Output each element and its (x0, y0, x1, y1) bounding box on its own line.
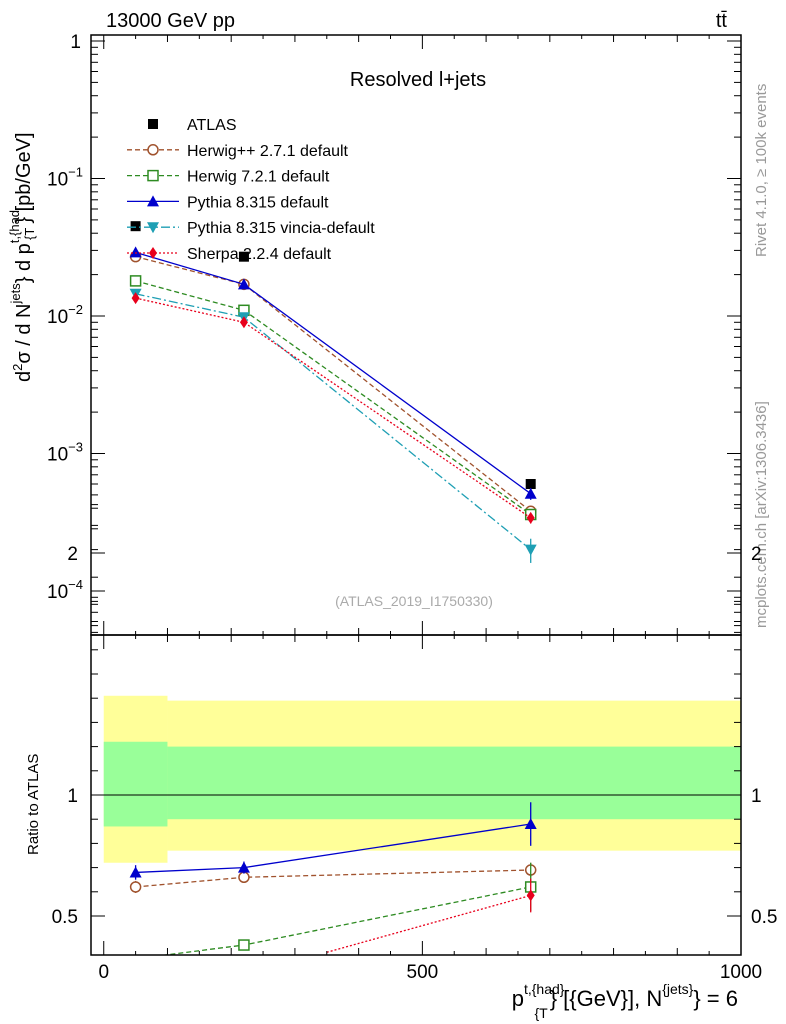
ratio-x-tick-label: 1000 (720, 962, 762, 983)
main-y-tick-label: 10−1 (47, 165, 83, 191)
ratio-point-herwigpp (238, 871, 250, 884)
ylabel-dp: } d p (13, 243, 35, 283)
point-sherpa (239, 316, 248, 329)
main-panel: Resolved l+jets (ATLAS_2019_I1750330) 10… (7, 32, 742, 636)
legend-marker-herwig7 (147, 169, 159, 182)
ratio-line-sherpa (326, 894, 531, 953)
ratio-y-tick-label-right: 2 (751, 544, 762, 565)
legend-marker-herwigpp (147, 144, 159, 156)
point-data (238, 251, 249, 262)
main-y-tick-label: 10−3 (47, 440, 83, 466)
main-y-tick-label: 10−4 (47, 577, 83, 603)
process-label: tt̄ (716, 10, 728, 32)
series-line-sherpa (135, 297, 532, 519)
ratio-point-sherpa (526, 889, 535, 902)
ratio-x-axis-label: pt,{had} {T} [{GeV}], N{jets}} = 6 (512, 981, 738, 1021)
ratio-point-pythia (524, 818, 537, 830)
main-y-tick-exp: −1 (68, 165, 83, 180)
ratio-y-tick-label: 0.5 (52, 907, 78, 928)
ratio-series (129, 802, 537, 955)
ratio-point-herwig7 (238, 939, 250, 951)
main-y-tick-base: 10 (47, 307, 68, 328)
rivet-version-label: Rivet 4.1.0, ≥ 100k events (753, 84, 770, 257)
point-sherpa (131, 292, 140, 305)
ratio-x-tick-label: 0 (98, 962, 109, 983)
ratio-y-axis: 0.5 0.5 1 1 2 2 (52, 504, 777, 928)
ratio-y-axis-label: Ratio to ATLAS (25, 754, 42, 855)
legend-label-data: ATLAS (187, 117, 237, 134)
ratio-line-herwigpp (135, 869, 531, 888)
ylabel-sub-T: {T (22, 228, 37, 240)
ratio-point-herwigpp (129, 881, 142, 893)
ratio-x-tick-label: 500 (407, 962, 439, 983)
legend-label-pythia: Pythia 8.315 default (187, 194, 329, 211)
ylabel-sup-jets: jets (8, 283, 23, 305)
point-pythia (524, 487, 537, 499)
point-herwig7 (129, 275, 142, 287)
legend-marker-data (148, 119, 158, 129)
ratio-point-pythia (129, 866, 142, 878)
xlabel-unit: } [{GeV}], N (550, 986, 663, 1011)
ratio-panel: 0.5 0.5 1 1 2 2 0 500 1000 Ratio to ATLAS pt,{h… (25, 504, 777, 1021)
legend-label-vincia: Pythia 8.315 vincia-default (187, 220, 375, 237)
main-y-tick-label: 1 (70, 32, 81, 53)
xlabel-sup-had: t,{had} (524, 981, 565, 997)
ylabel-sigma: σ / d N (13, 304, 35, 364)
legend-label-herwig7: Herwig 7.2.1 default (187, 169, 330, 186)
ylabel-d: d (13, 371, 35, 382)
xlabel-sup-jets: {jets} (662, 981, 693, 997)
main-y-axis-label: d2σ / d Njets} d pt,{had{T } [pb/GeV] (7, 132, 37, 382)
main-y-tick-label: 10−2 (47, 302, 83, 328)
xlabel-eq: } = 6 (693, 986, 738, 1011)
point-sherpa (526, 511, 535, 524)
main-y-tick-exp: −3 (68, 440, 83, 455)
xlabel-p: p (512, 986, 524, 1011)
main-y-tick-exp: −2 (68, 302, 83, 317)
main-series (129, 221, 537, 563)
legend-label-sherpa: Sherpa 2.2.4 default (187, 246, 332, 263)
ylabel-sup-2: 2 (10, 364, 25, 371)
collision-label: 13000 GeV pp (106, 10, 235, 32)
legend-label-herwigpp: Herwig++ 2.7.1 default (187, 143, 349, 160)
series-line-herwigpp (135, 256, 532, 512)
ratio-point-pythia (237, 861, 250, 873)
main-y-tick-base: 10 (47, 582, 68, 603)
analysis-watermark: (ATLAS_2019_I1750330) (335, 593, 493, 609)
point-pythia (237, 278, 250, 290)
band-inner-1 (167, 746, 741, 820)
point-vincia (524, 544, 537, 556)
legend-marker-vincia (147, 222, 159, 234)
mcplots-url-label: mcplots.cern.ch [arXiv:1306.3436] (753, 401, 770, 628)
point-data (130, 221, 141, 232)
ratio-y-tick-label-right: 1 (751, 786, 762, 807)
ratio-y-tick-label: 1 (67, 786, 78, 807)
main-y-tick-base: 10 (47, 445, 68, 466)
legend-marker-sherpa (149, 247, 157, 259)
main-y-axis: 10−410−310−210−11 (47, 32, 742, 635)
ylabel-sup-had: t,{had (7, 210, 22, 243)
ratio-series-group (129, 802, 537, 955)
main-y-tick-exp: −4 (68, 577, 83, 592)
main-y-tick-base: 10 (47, 170, 68, 191)
ratio-line-herwig7 (160, 886, 531, 955)
series-line-pythia (135, 251, 532, 495)
ratio-y-tick-label: 2 (67, 544, 78, 565)
ratio-y-tick-label-right: 0.5 (751, 907, 777, 928)
ratio-bands (103, 695, 741, 863)
main-title: Resolved l+jets (350, 69, 486, 91)
series-line-vincia (135, 293, 532, 551)
point-data (525, 479, 536, 490)
xlabel-sub-T: {T (534, 1005, 548, 1021)
legend-marker-pythia (147, 195, 159, 207)
band-inner-0 (103, 741, 168, 827)
ratio-frame (90, 634, 742, 956)
legend: ATLAS Herwig++ 2.7.1 default Herwig 7.2.1 … (127, 117, 375, 263)
ylabel-unit: } [pb/GeV] (13, 132, 35, 223)
series-line-herwig7 (135, 280, 532, 516)
point-pythia (129, 246, 142, 258)
